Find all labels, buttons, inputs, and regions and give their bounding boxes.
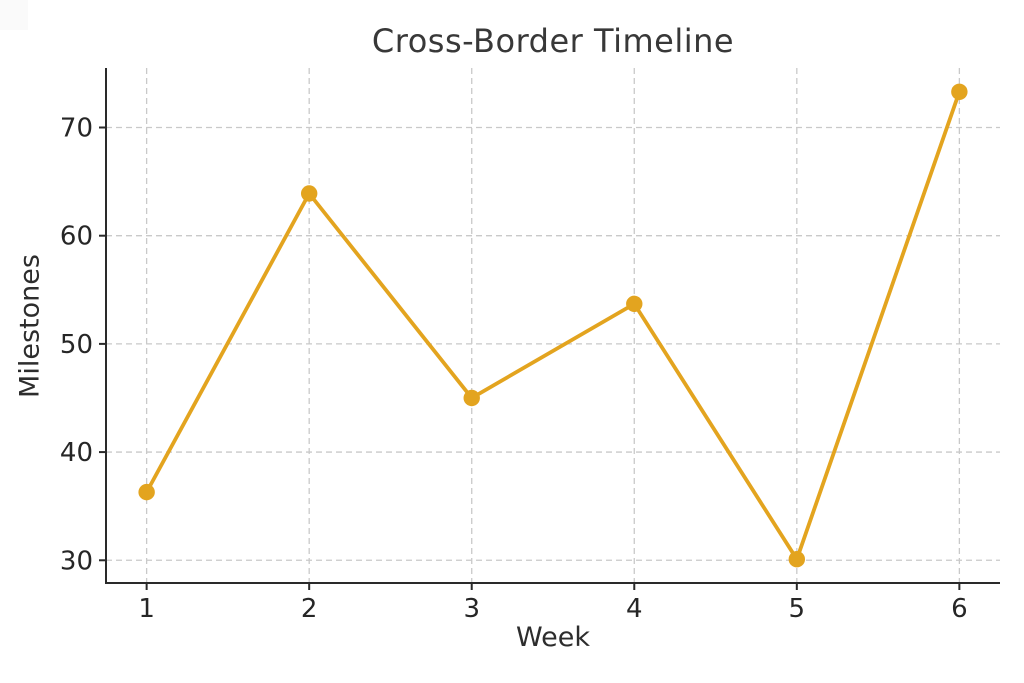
chart-title: Cross-Border Timeline xyxy=(371,22,735,60)
corner-artifact xyxy=(0,0,28,30)
x-tick-label: 3 xyxy=(463,594,480,624)
y-tick-label: 40 xyxy=(60,438,93,468)
data-point-marker xyxy=(788,550,806,568)
y-tick-label: 70 xyxy=(60,114,93,144)
y-tick-label: 30 xyxy=(60,546,93,576)
y-tick-label: 50 xyxy=(60,330,93,360)
x-tick-label: 5 xyxy=(789,594,806,624)
data-point-marker xyxy=(300,185,318,202)
data-point-marker xyxy=(951,83,968,101)
data-point-marker xyxy=(463,389,480,407)
series-line xyxy=(144,89,962,562)
x-axis-label: Week xyxy=(516,622,590,653)
data-point-marker xyxy=(138,483,155,501)
x-tick-label: 1 xyxy=(138,594,155,624)
x-tick-label: 2 xyxy=(301,594,318,624)
x-tick-label: 6 xyxy=(951,594,968,624)
y-tick-label: 60 xyxy=(60,222,93,252)
x-tick-label: 4 xyxy=(626,594,643,624)
data-point-marker xyxy=(626,295,643,313)
